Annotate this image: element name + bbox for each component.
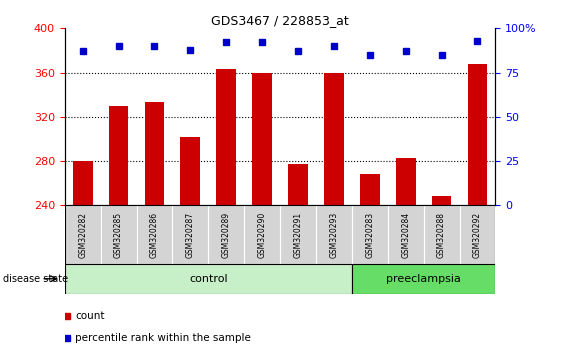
Text: GSM320282: GSM320282	[78, 212, 87, 257]
Bar	[396, 158, 415, 205]
Bar	[352, 264, 495, 294]
Bar	[252, 73, 272, 205]
Text: control: control	[189, 274, 227, 284]
Text: GSM320286: GSM320286	[150, 211, 159, 258]
Bar	[468, 64, 488, 205]
Bar	[172, 205, 208, 264]
Text: disease state: disease state	[3, 274, 68, 284]
Text: percentile rank within the sample: percentile rank within the sample	[75, 332, 251, 343]
Text: GSM320285: GSM320285	[114, 211, 123, 258]
Text: GSM320290: GSM320290	[258, 211, 267, 258]
Text: GSM320289: GSM320289	[222, 211, 231, 258]
Bar	[424, 205, 459, 264]
Bar	[137, 205, 172, 264]
Text: GSM320288: GSM320288	[437, 212, 446, 257]
Text: GSM320284: GSM320284	[401, 211, 410, 258]
Bar	[280, 205, 316, 264]
Bar	[216, 69, 236, 205]
Bar	[65, 205, 101, 264]
Bar	[208, 205, 244, 264]
Title: GDS3467 / 228853_at: GDS3467 / 228853_at	[211, 14, 349, 27]
Text: GSM320292: GSM320292	[473, 211, 482, 258]
Bar	[352, 205, 388, 264]
Bar	[432, 196, 452, 205]
Bar	[101, 205, 137, 264]
Bar	[316, 205, 352, 264]
Bar	[244, 205, 280, 264]
Text: GSM320291: GSM320291	[293, 211, 302, 258]
Bar	[109, 106, 128, 205]
Text: count: count	[75, 311, 105, 321]
Bar	[145, 102, 164, 205]
Text: preeclampsia: preeclampsia	[386, 274, 461, 284]
Text: GSM320287: GSM320287	[186, 211, 195, 258]
Bar	[65, 264, 352, 294]
Bar	[288, 164, 308, 205]
Bar	[459, 205, 495, 264]
Text: GSM320283: GSM320283	[365, 211, 374, 258]
Bar	[181, 137, 200, 205]
Bar	[73, 161, 92, 205]
Bar	[388, 205, 424, 264]
Text: GSM320293: GSM320293	[329, 211, 338, 258]
Bar	[360, 174, 379, 205]
Bar	[324, 73, 344, 205]
